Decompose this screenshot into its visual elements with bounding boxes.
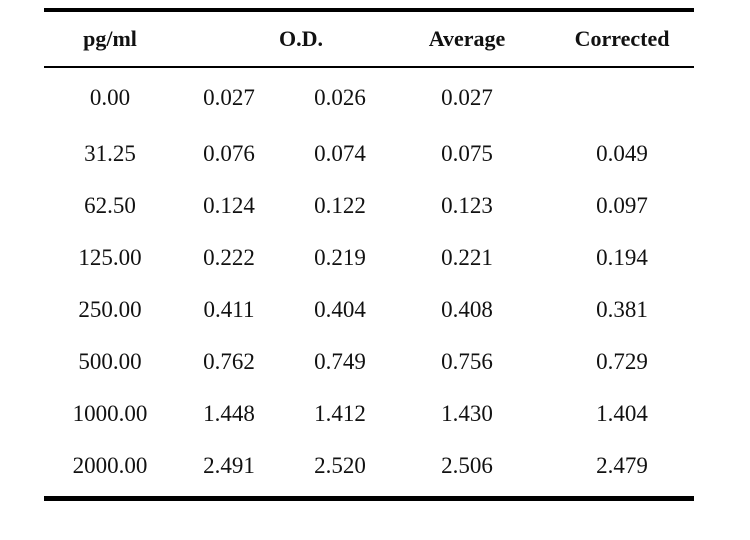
table-row: 0.00 0.027 0.026 0.027 bbox=[44, 68, 694, 128]
cell-corrected: 1.404 bbox=[596, 401, 648, 426]
cell-od-1: 0.124 bbox=[203, 193, 255, 218]
cell-average: 0.408 bbox=[441, 297, 493, 322]
header-average: Average bbox=[428, 26, 506, 51]
cell-od-2: 1.412 bbox=[314, 401, 366, 426]
header-corrected: Corrected bbox=[574, 26, 670, 51]
header-od: O.D. bbox=[279, 26, 323, 51]
cell-od-2: 0.219 bbox=[314, 245, 366, 270]
cell-pgml: 125.00 bbox=[78, 245, 142, 270]
cell-average: 0.027 bbox=[441, 85, 493, 110]
table-header-row: pg/ml O.D. Average Corrected bbox=[44, 12, 694, 66]
table-top-rule bbox=[44, 8, 694, 12]
cell-average: 0.075 bbox=[441, 141, 493, 166]
cell-pgml: 1000.00 bbox=[72, 401, 148, 426]
header-pgml: pg/ml bbox=[83, 26, 137, 51]
table-row: 125.00 0.222 0.219 0.221 0.194 bbox=[44, 232, 694, 284]
cell-corrected bbox=[552, 68, 692, 128]
cell-pgml: 31.25 bbox=[84, 141, 136, 166]
cell-corrected: 0.729 bbox=[596, 349, 648, 374]
cell-pgml: 250.00 bbox=[78, 297, 142, 322]
cell-pgml: 0.00 bbox=[89, 85, 131, 110]
cell-average: 2.506 bbox=[441, 453, 493, 478]
cell-average: 0.221 bbox=[441, 245, 493, 270]
cell-od-2: 0.026 bbox=[314, 85, 366, 110]
cell-average: 1.430 bbox=[441, 401, 493, 426]
cell-od-1: 2.491 bbox=[203, 453, 255, 478]
table-header-rule bbox=[44, 66, 694, 68]
cell-od-1: 0.762 bbox=[203, 349, 255, 374]
cell-pgml: 500.00 bbox=[78, 349, 142, 374]
standard-curve-table: pg/ml O.D. Average Corrected 0.00 0.027 … bbox=[44, 8, 694, 501]
cell-od-1: 1.448 bbox=[203, 401, 255, 426]
table-row: 250.00 0.411 0.404 0.408 0.381 bbox=[44, 284, 694, 336]
cell-pgml: 2000.00 bbox=[72, 453, 148, 478]
cell-od-1: 0.222 bbox=[203, 245, 255, 270]
table-row: 2000.00 2.491 2.520 2.506 2.479 bbox=[44, 440, 694, 492]
table-row: 1000.00 1.448 1.412 1.430 1.404 bbox=[44, 388, 694, 440]
cell-od-2: 0.749 bbox=[314, 349, 366, 374]
cell-od-2: 2.520 bbox=[314, 453, 366, 478]
table-row: 62.50 0.124 0.122 0.123 0.097 bbox=[44, 180, 694, 232]
cell-corrected: 0.097 bbox=[596, 193, 648, 218]
cell-od-1: 0.076 bbox=[203, 141, 255, 166]
cell-corrected: 0.194 bbox=[596, 245, 648, 270]
cell-od-1: 0.027 bbox=[203, 85, 255, 110]
table-row: 500.00 0.762 0.749 0.756 0.729 bbox=[44, 336, 694, 388]
table-row: 31.25 0.076 0.074 0.075 0.049 bbox=[44, 128, 694, 180]
cell-average: 0.123 bbox=[441, 193, 493, 218]
cell-od-2: 0.404 bbox=[314, 297, 366, 322]
cell-corrected: 0.049 bbox=[596, 141, 648, 166]
cell-pgml: 62.50 bbox=[84, 193, 136, 218]
cell-od-1: 0.411 bbox=[203, 297, 255, 322]
table-bottom-rule bbox=[44, 496, 694, 501]
cell-od-2: 0.122 bbox=[314, 193, 366, 218]
cell-corrected: 2.479 bbox=[596, 453, 648, 478]
cell-average: 0.756 bbox=[441, 349, 493, 374]
cell-od-2: 0.074 bbox=[314, 141, 366, 166]
cell-corrected: 0.381 bbox=[596, 297, 648, 322]
